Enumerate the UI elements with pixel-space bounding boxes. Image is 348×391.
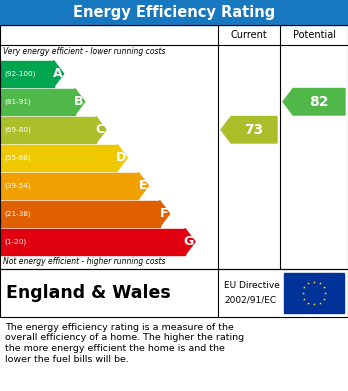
Text: lower the fuel bills will be.: lower the fuel bills will be.	[5, 355, 129, 364]
Text: the more energy efficient the home is and the: the more energy efficient the home is an…	[5, 344, 225, 353]
Polygon shape	[117, 145, 127, 171]
Text: E: E	[139, 179, 148, 192]
Text: A: A	[53, 67, 63, 80]
Polygon shape	[185, 228, 195, 255]
Text: Potential: Potential	[293, 30, 335, 40]
Text: 2002/91/EC: 2002/91/EC	[224, 296, 276, 305]
Polygon shape	[96, 117, 106, 143]
Text: (69-80): (69-80)	[4, 127, 31, 133]
Polygon shape	[283, 88, 345, 115]
Text: B: B	[74, 95, 84, 108]
Text: (81-91): (81-91)	[4, 99, 31, 105]
Text: G: G	[184, 235, 194, 248]
Text: Very energy efficient - lower running costs: Very energy efficient - lower running co…	[3, 47, 166, 57]
Bar	[0, 0, 348, 25]
Text: The energy efficiency rating is a measure of the: The energy efficiency rating is a measur…	[5, 323, 234, 332]
Bar	[284, 273, 344, 313]
Text: Not energy efficient - higher running costs: Not energy efficient - higher running co…	[3, 258, 166, 267]
Polygon shape	[54, 61, 64, 87]
Polygon shape	[221, 117, 277, 143]
Polygon shape	[75, 88, 85, 115]
Text: (39-54): (39-54)	[4, 183, 31, 189]
Polygon shape	[139, 172, 148, 199]
Bar	[0, 117, 96, 143]
Text: Energy Efficiency Rating: Energy Efficiency Rating	[73, 5, 275, 20]
Polygon shape	[160, 201, 169, 227]
Text: EU Directive: EU Directive	[224, 281, 280, 290]
Bar	[0, 25, 348, 269]
Text: C: C	[96, 123, 105, 136]
Bar	[0, 61, 54, 87]
Bar	[0, 172, 139, 199]
Text: overall efficiency of a home. The higher the rating: overall efficiency of a home. The higher…	[5, 334, 244, 343]
Text: F: F	[160, 207, 168, 220]
Text: (21-38): (21-38)	[4, 210, 31, 217]
Bar	[0, 269, 348, 317]
Text: D: D	[116, 151, 126, 164]
Text: 82: 82	[309, 95, 329, 109]
Text: (1-20): (1-20)	[4, 239, 26, 245]
Text: Current: Current	[231, 30, 267, 40]
Text: (55-68): (55-68)	[4, 154, 31, 161]
Bar	[0, 145, 117, 171]
Text: England & Wales: England & Wales	[6, 284, 171, 302]
Bar	[0, 201, 160, 227]
Bar	[0, 88, 75, 115]
Text: (92-100): (92-100)	[4, 70, 35, 77]
Bar	[0, 228, 185, 255]
Text: 73: 73	[244, 123, 264, 137]
